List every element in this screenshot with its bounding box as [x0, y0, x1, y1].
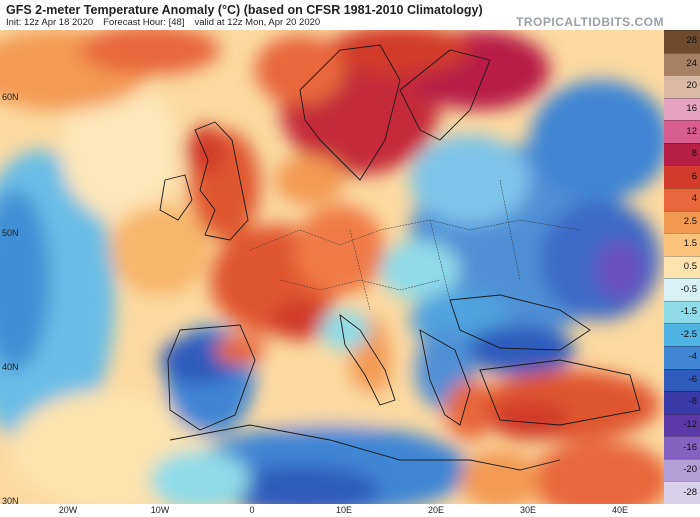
borders	[249, 179, 581, 311]
colorbar-swatch	[664, 368, 700, 392]
anomaly-field	[0, 30, 664, 504]
colorbar-swatch	[664, 97, 700, 121]
colorbar-label: 6	[691, 170, 697, 182]
longitude-axis: 20W 10W 0 10E 20E 30E 40E	[0, 504, 664, 517]
colorbar-swatch	[664, 391, 700, 415]
lat-label-60n: 60N	[2, 92, 19, 102]
colorbar-label: -1.5	[680, 306, 697, 318]
colorbar-label: -12	[683, 419, 697, 430]
colorbar-swatch	[664, 52, 700, 76]
colorbar-swatch	[664, 255, 700, 279]
colorbar-swatch	[664, 346, 700, 370]
map-graphic	[0, 30, 664, 504]
colorbar-swatch	[664, 481, 700, 505]
colorbar-label: -2.5	[680, 328, 697, 340]
colorbar-label: 8	[691, 148, 697, 160]
colorbar-label: -6	[688, 373, 697, 385]
lon-label-40e: 40E	[611, 505, 629, 515]
colorbar-swatch	[664, 233, 700, 257]
colorbar-swatch	[664, 142, 700, 166]
colorbar-label: 0.5	[683, 261, 697, 272]
forecast-hour: Forecast Hour: [48]	[103, 17, 185, 28]
colorbar-swatch	[664, 278, 700, 302]
colorbar-label: 24	[686, 57, 697, 69]
colorbar-swatch	[664, 120, 700, 144]
lon-label-10w: 10W	[150, 505, 170, 515]
lat-label-30n: 30N	[2, 496, 19, 504]
colorbar-label: -28	[683, 486, 697, 498]
brand-watermark: TROPICALTIDBITS.COM	[516, 15, 664, 29]
colorbar-swatch	[664, 75, 700, 99]
map-subtitle: Init: 12z Apr 18 2020 Forecast Hour: [48]…	[6, 17, 320, 28]
colorbar-swatch	[664, 165, 700, 189]
colorbar-label: 4	[691, 193, 697, 205]
colorbar-swatch	[664, 188, 700, 212]
colorbar-label: 2.5	[683, 215, 697, 227]
init-time: Init: 12z Apr 18 2020	[6, 17, 94, 28]
colorbar-label: -16	[683, 441, 697, 453]
coastlines	[159, 44, 641, 471]
lon-label-30e: 30E	[519, 505, 537, 515]
colorbar-label: -4	[688, 351, 697, 363]
colorbar-label: -0.5	[680, 283, 697, 295]
colorbar-label: 16	[686, 103, 697, 114]
colorbar-label: 12	[686, 125, 697, 137]
colorbar-swatch	[664, 300, 700, 324]
valid-time: valid at 12z Mon, Apr 20 2020	[194, 17, 321, 28]
colorbar-label: -20	[683, 464, 697, 476]
anomaly-map[interactable]: 60N 50N 40N 30N	[0, 30, 664, 504]
colorbar-label: 1.5	[683, 238, 697, 250]
colorbar-swatch	[664, 436, 700, 460]
lon-label-20w: 20W	[58, 505, 78, 515]
lon-label-10e: 10E	[335, 505, 353, 515]
colorbar-label: -8	[688, 396, 697, 408]
color-scale-legend: 28 24 20 16 12 8 6 4 2.5 1.5 0.5 -0.5 -1.5 -2.5 -4 -6 -8…	[664, 30, 700, 505]
header: GFS 2-meter Temperature Anomaly (°C) (ba…	[0, 0, 700, 30]
colorbar-swatch	[664, 210, 700, 234]
colorbar-swatch	[664, 458, 700, 482]
colorbar-swatch	[664, 413, 700, 437]
colorbar-swatch	[664, 323, 700, 347]
colorbar-swatch	[664, 30, 700, 54]
lat-label-40n: 40N	[2, 362, 19, 372]
lon-label-20e: 20E	[427, 505, 445, 515]
colorbar-label: 28	[686, 35, 697, 47]
map-title: GFS 2-meter Temperature Anomaly (°C) (ba…	[6, 3, 483, 17]
lon-label-0: 0	[249, 505, 255, 515]
lat-label-50n: 50N	[2, 228, 19, 238]
colorbar-label: 20	[686, 80, 697, 92]
